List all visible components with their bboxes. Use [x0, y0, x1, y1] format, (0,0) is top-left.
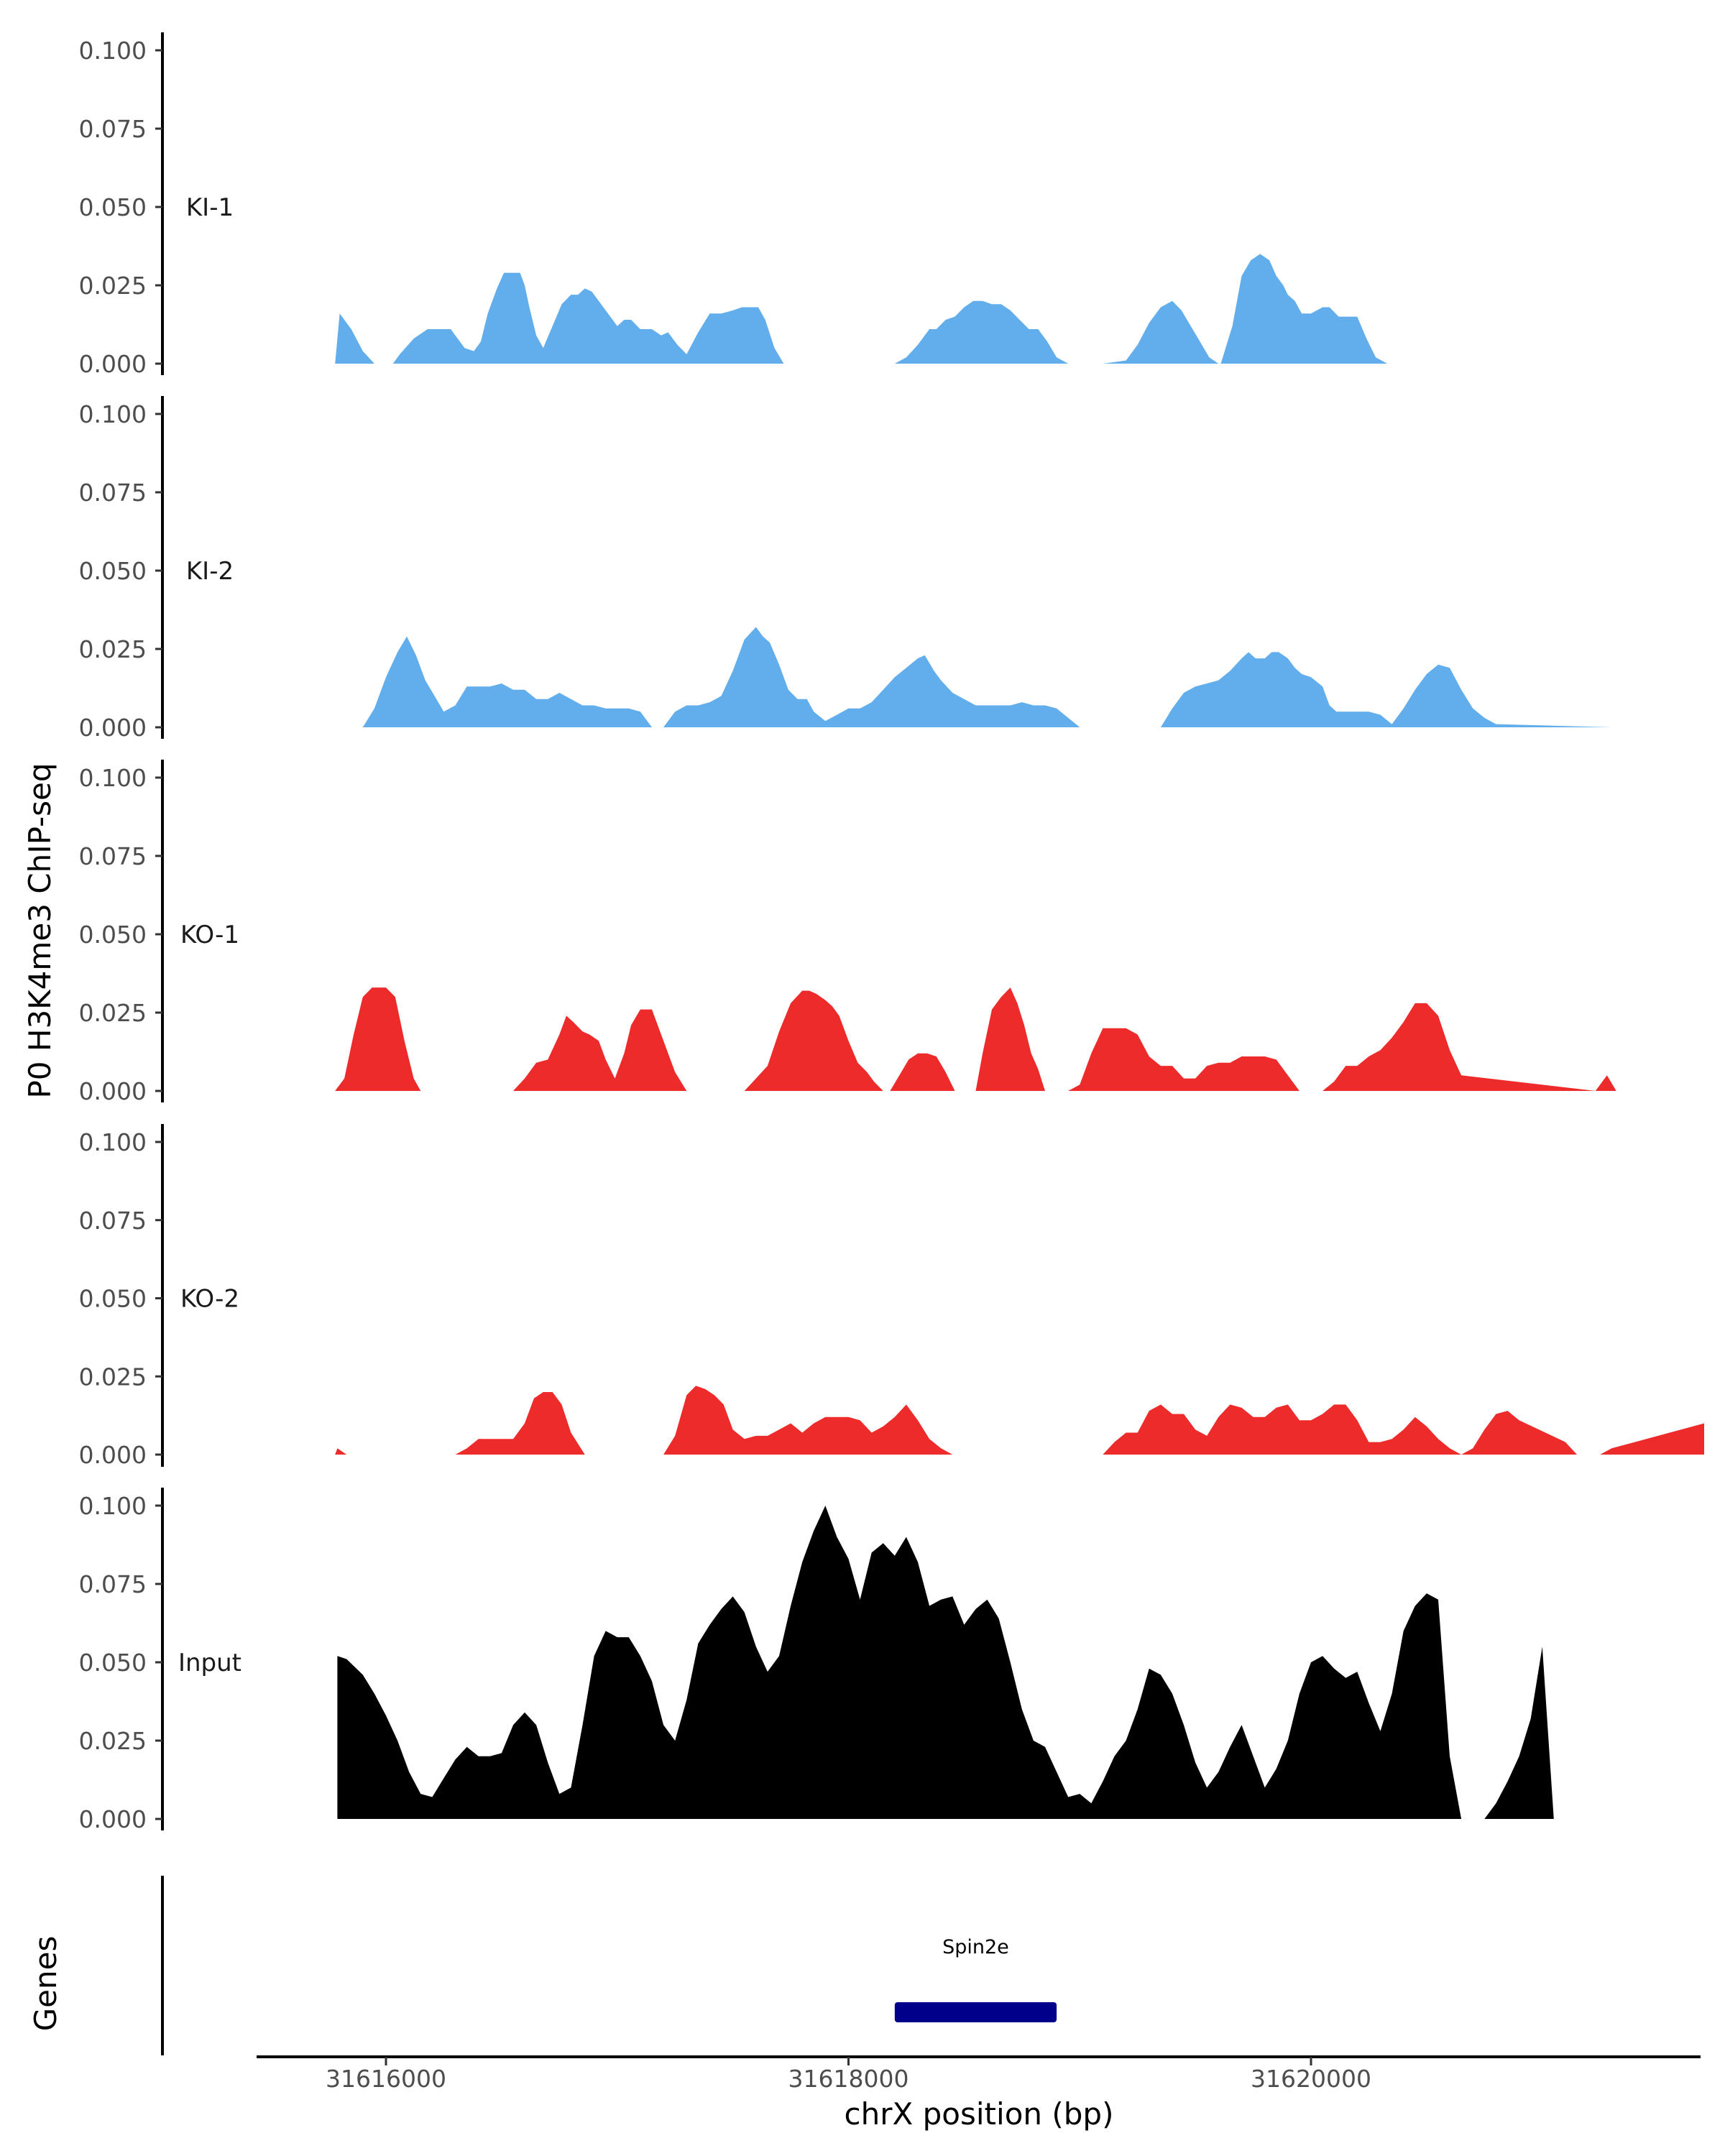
x-tick-label: 31616000	[326, 2065, 446, 2093]
track-ki-1: 0.000 0.025 0.050 0.075 0.100 KI-1	[79, 32, 1612, 378]
y-tick-label: 0.075	[79, 842, 147, 870]
tracks-group: 0.0000.0250.0500.0750.100KI-10.0000.0250…	[79, 32, 1705, 1833]
track-ko-1: 0.000 0.025 0.050 0.075 0.100 KO-1	[79, 760, 1705, 1105]
track-label: Input	[178, 1649, 242, 1677]
x-tick-label: 31618000	[788, 2065, 909, 2093]
signal-area-ki-1	[335, 254, 1612, 364]
y-tick-label: 0.025	[79, 635, 147, 663]
y-tick-label: 0.050	[79, 193, 147, 221]
genes-panel: Genes Spin2e	[28, 1876, 1057, 2055]
y-tick-label: 0.050	[79, 921, 147, 949]
genes-track-title: Genes	[28, 1936, 63, 2032]
track-input: 0.000 0.025 0.050 0.075 0.100 Input	[79, 1488, 1554, 1833]
y-tick-label: 0.075	[79, 1207, 147, 1235]
y-tick-label: 0.025	[79, 999, 147, 1027]
y-tick-label: 0.025	[79, 272, 147, 300]
y-tick-label: 0.000	[79, 1441, 147, 1469]
signal-area-ko-1	[335, 987, 1705, 1091]
y-tick-label: 0.075	[79, 115, 147, 143]
signal-area-ki-2	[335, 627, 1612, 727]
track-label: KO-2	[180, 1285, 239, 1314]
x-axis-title: chrX position (bp)	[845, 2096, 1114, 2132]
y-tick-label: 0.025	[79, 1363, 147, 1391]
signal-area-input	[337, 1506, 1554, 1819]
x-tick-label: 31620000	[1251, 2065, 1371, 2093]
y-tick-label: 0.000	[79, 714, 147, 742]
gene-bar-spin2e	[894, 2002, 1057, 2022]
y-tick-label: 0.050	[79, 1285, 147, 1313]
y-tick-label: 0.100	[79, 1128, 147, 1156]
y-tick-label: 0.100	[79, 37, 147, 65]
signal-area-ko-2	[335, 1386, 1705, 1455]
y-tick-label: 0.100	[79, 400, 147, 428]
gene-label: Spin2e	[942, 1936, 1009, 1958]
y-tick-label: 0.025	[79, 1727, 147, 1755]
track-ki-2: 0.000 0.025 0.050 0.075 0.100 KI-2	[79, 396, 1612, 742]
y-tick-label: 0.100	[79, 764, 147, 792]
track-label: KI-2	[186, 557, 234, 586]
track-label: KO-1	[180, 921, 239, 949]
y-tick-label: 0.050	[79, 1649, 147, 1677]
y-tick-label: 0.000	[79, 1805, 147, 1833]
y-tick-label: 0.100	[79, 1492, 147, 1520]
track-ko-2: 0.000 0.025 0.050 0.075 0.100 KO-2	[79, 1124, 1705, 1469]
x-axis: 31616000 31618000 31620000	[257, 2055, 1701, 2093]
track-label: KI-1	[186, 193, 234, 222]
y-tick-label: 0.075	[79, 1570, 147, 1598]
y-axis-title: P0 H3K4me3 ChIP-seq	[22, 763, 58, 1098]
y-tick-label: 0.050	[79, 557, 147, 585]
y-tick-label: 0.000	[79, 1077, 147, 1105]
y-tick-label: 0.075	[79, 479, 147, 507]
y-tick-label: 0.000	[79, 350, 147, 378]
